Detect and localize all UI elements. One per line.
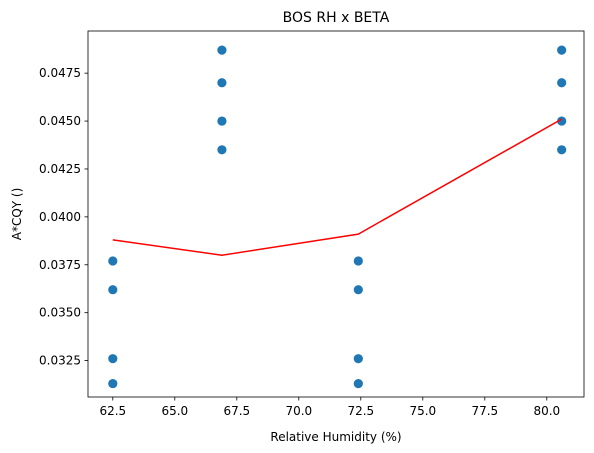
- scatter-point: [108, 378, 118, 389]
- y-tick-label: 0.0375: [39, 258, 81, 272]
- x-tick-label: 75.0: [409, 404, 436, 418]
- scatter-point: [557, 78, 567, 88]
- y-tick-label: 0.0325: [39, 354, 81, 368]
- scatter-point: [353, 354, 363, 364]
- scatter-point: [108, 285, 118, 295]
- plot-marks: [108, 45, 567, 389]
- scatter-point: [217, 45, 227, 55]
- scatter-point: [217, 116, 227, 126]
- scatter-point: [353, 285, 363, 295]
- x-axis-title: Relative Humidity (%): [270, 430, 401, 444]
- y-tick-label: 0.0475: [39, 66, 81, 80]
- scatter-point: [108, 354, 118, 364]
- x-tick-label: 80.0: [533, 404, 560, 418]
- y-tick-label: 0.0400: [39, 210, 81, 224]
- scatter-point: [217, 78, 227, 88]
- chart-title: BOS RH x BETA: [283, 10, 390, 26]
- scatter-point: [353, 256, 363, 266]
- plot-frame: [87, 30, 585, 398]
- scatter-point: [353, 378, 363, 389]
- x-tick-label: 65.0: [161, 404, 188, 418]
- x-tick-label: 70.0: [285, 404, 312, 418]
- y-axis: 0.0325 0.0350 0.0375 0.0400 0.0425 0.0450 0.04…: [39, 66, 88, 368]
- scatter-point: [557, 145, 567, 155]
- y-tick-label: 0.0450: [39, 114, 81, 128]
- y-tick-label: 0.0350: [39, 306, 81, 320]
- scatter-point: [108, 256, 118, 266]
- x-tick-label: 72.5: [347, 404, 374, 418]
- y-tick-label: 0.0425: [39, 162, 81, 176]
- y-axis-title: A*CQY (): [10, 188, 24, 241]
- scatter-point: [557, 45, 567, 55]
- x-tick-label: 67.5: [223, 404, 250, 418]
- scatter-point: [557, 116, 567, 126]
- x-tick-label: 62.5: [99, 404, 126, 418]
- trend-line: [112, 118, 563, 256]
- x-axis: 62.5 65.0 67.5 70.0 72.5 75.0 77.5 80.0: [99, 397, 560, 418]
- scatter-point: [217, 145, 227, 155]
- x-tick-label: 77.5: [471, 404, 498, 418]
